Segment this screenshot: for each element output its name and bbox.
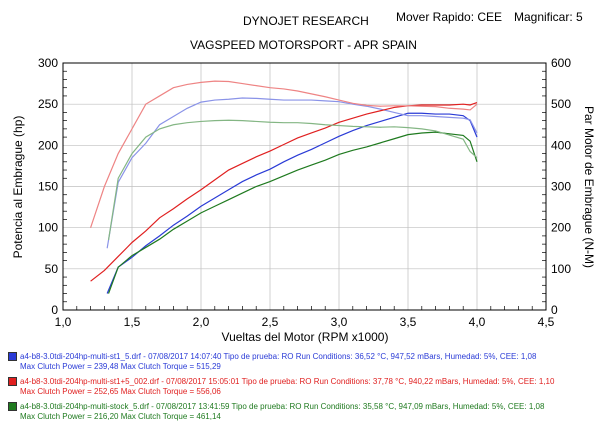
- plot-frame: [62, 62, 547, 311]
- y-left-tick-label: 150: [38, 180, 58, 194]
- y-right-tick-label: 600: [551, 56, 571, 70]
- x-tick-label: 3,0: [331, 315, 348, 329]
- legend-swatch: [8, 352, 17, 362]
- y-left-tick-label: 100: [38, 221, 58, 235]
- x-tick-label: 3,5: [400, 315, 417, 329]
- y-right-tick-label: 0: [551, 303, 558, 317]
- legend-run-info: a4-b8-3.0tdi-204hp-multi-st1_5.drf - 07/…: [8, 352, 536, 362]
- x-tick-label: 2,5: [262, 315, 279, 329]
- legend-max-values: Max Clutch Power = 216,20 Max Clutch Tor…: [20, 412, 221, 421]
- y-right-tick-label: 300: [551, 180, 571, 194]
- torque-line-series-1: [106, 97, 478, 249]
- legend-entry: a4-b8-3.0tdi-204hp-multi-stock_5.drf - 0…: [8, 402, 544, 422]
- torque-line-series-3: [107, 119, 478, 241]
- legend-run-text: a4-b8-3.0tdi-204hp-multi-st1_5.drf - 07/…: [20, 352, 537, 361]
- legend-swatch: [8, 402, 17, 412]
- legend-swatch: [8, 377, 17, 387]
- legend-max-values: Max Clutch Power = 252,65 Max Clutch Tor…: [20, 387, 221, 396]
- legend-entry: a4-b8-3.0tdi-204hp-multi-st1_5.drf - 07/…: [8, 352, 536, 372]
- y-left-tick-label: 50: [45, 262, 59, 276]
- y-right-tick-label: 400: [551, 138, 571, 152]
- legend-run-info: a4-b8-3.0tdi-204hp-multi-stock_5.drf - 0…: [8, 402, 544, 412]
- power-line-series-1: [106, 112, 478, 294]
- shop-title: VAGSPEED MOTORSPORT - APR SPAIN: [190, 38, 417, 52]
- x-tick-label: 2,0: [193, 315, 210, 329]
- legend-run-info: a4-b8-3.0tdi-204hp-multi-st1+5_002.drf -…: [8, 377, 554, 387]
- lab-title: DYNOJET RESEARCH: [243, 14, 369, 28]
- y-left-tick-label: 300: [38, 56, 58, 70]
- y-left-tick-label: 250: [38, 97, 58, 111]
- x-tick-label: 1,0: [55, 315, 72, 329]
- y-left-tick-label: 200: [38, 138, 58, 152]
- y-axis-right-label: Par Motor de Embrague (N-M): [582, 106, 596, 268]
- power-line-series-2: [90, 101, 478, 282]
- mode-label: Mover Rapido: CEE: [396, 10, 503, 24]
- x-tick-label: 4,0: [469, 315, 486, 329]
- legend-run-text: a4-b8-3.0tdi-204hp-multi-stock_5.drf - 0…: [20, 402, 545, 411]
- legend-run-text: a4-b8-3.0tdi-204hp-multi-st1+5_002.drf -…: [20, 377, 555, 386]
- magnifier-label: Magnificar: 5: [514, 10, 583, 24]
- y-right-tick-label: 200: [551, 221, 571, 235]
- power-line-series-3: [107, 131, 478, 294]
- y-left-tick-label: 0: [51, 303, 58, 317]
- y-right-tick-label: 100: [551, 262, 571, 276]
- y-axis-left-label: Potencia al Embrague (hp): [11, 116, 25, 259]
- y-right-tick-label: 500: [551, 97, 571, 111]
- x-tick-label: 1,5: [124, 315, 141, 329]
- x-tick-label: 4,5: [538, 315, 555, 329]
- x-axis-label: Vueltas del Motor (RPM x1000): [222, 330, 389, 344]
- legend-max-values: Max Clutch Power = 239,48 Max Clutch Tor…: [20, 362, 221, 371]
- legend-entry: a4-b8-3.0tdi-204hp-multi-st1+5_002.drf -…: [8, 377, 554, 397]
- torque-line-series-2: [90, 80, 478, 228]
- series-lines: [90, 80, 478, 294]
